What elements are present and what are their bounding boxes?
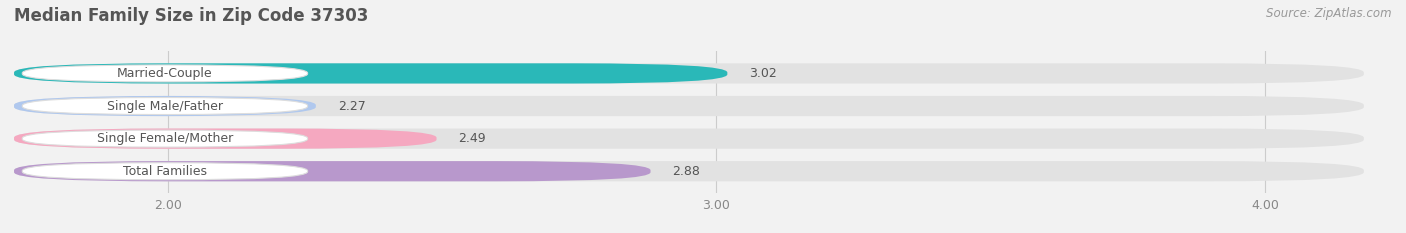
Text: Married-Couple: Married-Couple xyxy=(117,67,212,80)
Text: Single Male/Father: Single Male/Father xyxy=(107,99,224,113)
FancyBboxPatch shape xyxy=(22,130,308,147)
FancyBboxPatch shape xyxy=(22,98,308,114)
FancyBboxPatch shape xyxy=(14,161,651,181)
Text: Total Families: Total Families xyxy=(122,165,207,178)
FancyBboxPatch shape xyxy=(14,129,1364,149)
Text: 2.27: 2.27 xyxy=(337,99,366,113)
Text: Median Family Size in Zip Code 37303: Median Family Size in Zip Code 37303 xyxy=(14,7,368,25)
Text: Single Female/Mother: Single Female/Mother xyxy=(97,132,233,145)
FancyBboxPatch shape xyxy=(14,161,1364,181)
Text: 2.49: 2.49 xyxy=(458,132,486,145)
FancyBboxPatch shape xyxy=(14,129,436,149)
FancyBboxPatch shape xyxy=(22,163,308,180)
FancyBboxPatch shape xyxy=(14,96,1364,116)
FancyBboxPatch shape xyxy=(14,63,1364,84)
FancyBboxPatch shape xyxy=(14,96,316,116)
Text: 2.88: 2.88 xyxy=(672,165,700,178)
Text: 3.02: 3.02 xyxy=(749,67,778,80)
Text: Source: ZipAtlas.com: Source: ZipAtlas.com xyxy=(1267,7,1392,20)
FancyBboxPatch shape xyxy=(14,63,727,84)
FancyBboxPatch shape xyxy=(22,65,308,82)
